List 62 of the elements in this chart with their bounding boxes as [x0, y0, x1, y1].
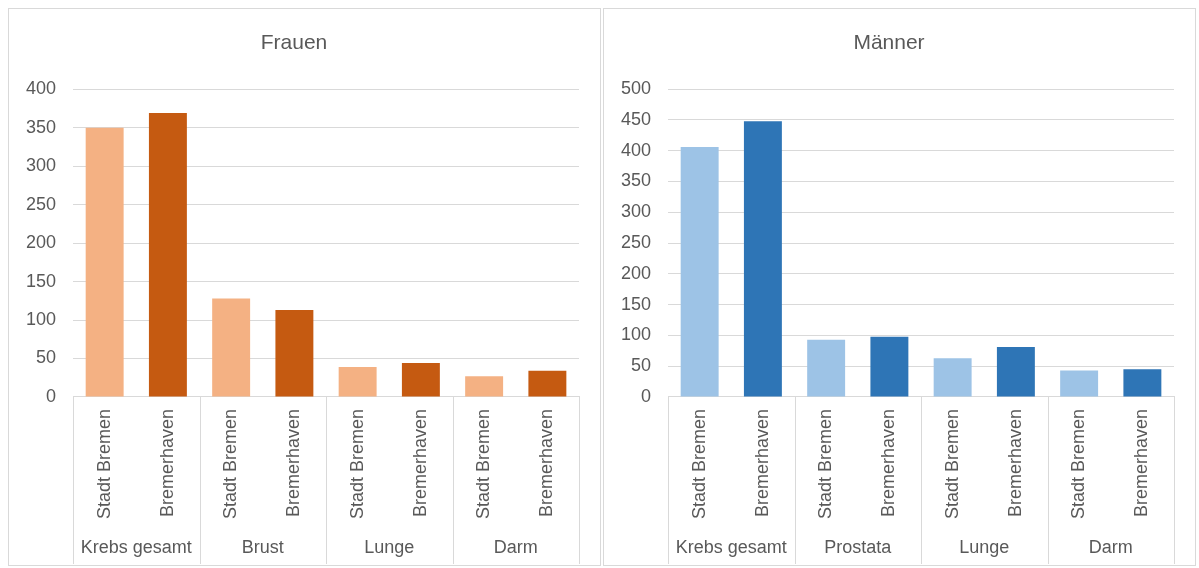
y-tick-label: 0: [46, 385, 57, 406]
x-tick-label: Bremerhaven: [156, 408, 177, 518]
y-tick-label: 200: [620, 262, 652, 283]
text: Darm: [1088, 536, 1133, 557]
bar: [933, 358, 972, 397]
bar: [743, 121, 782, 397]
text: Lunge: [959, 536, 1010, 557]
x-tick-label: Bremerhaven: [536, 408, 557, 518]
bar: [465, 376, 504, 397]
x-tick-label: Stadt Bremen: [346, 408, 367, 520]
bar: [680, 147, 719, 397]
y-tick-label: 450: [620, 108, 652, 129]
bar: [1060, 370, 1099, 397]
chart-title: Männer: [853, 30, 925, 54]
y-tick-label: 400: [620, 139, 652, 160]
y-tick-label: 250: [620, 232, 652, 253]
y-tick-label: 500: [620, 78, 652, 99]
x-tick-label: Stadt Bremen: [473, 408, 494, 520]
bar: [212, 298, 251, 397]
x-tick-label: Bremerhaven: [751, 408, 772, 518]
y-tick-label: 200: [25, 232, 57, 253]
bar: [996, 347, 1035, 397]
y-tick-label: 50: [36, 347, 57, 368]
x-tick-label: Bremerhaven: [283, 408, 304, 518]
bar: [528, 370, 567, 397]
x-tick-label: Stadt Bremen: [688, 408, 709, 520]
y-tick-label: 150: [25, 270, 57, 291]
y-tick-label: 300: [620, 201, 652, 222]
chart-title: Frauen: [260, 30, 328, 54]
y-tick-label: 350: [25, 116, 57, 137]
bar: [338, 366, 377, 397]
bar: [870, 336, 909, 397]
y-tick-label: 150: [620, 293, 652, 314]
bar: [148, 113, 187, 397]
bar: [1123, 369, 1162, 397]
text: Prostata: [824, 536, 893, 557]
x-tick-label: Bremerhaven: [1131, 408, 1152, 518]
text: Darm: [493, 536, 538, 557]
text: Brust: [241, 536, 284, 557]
bar: [807, 339, 846, 397]
bar: [275, 310, 314, 397]
y-tick-label: 350: [620, 170, 652, 191]
y-tick-label: 0: [641, 385, 652, 406]
y-tick-label: 100: [25, 308, 57, 329]
x-tick-label: Stadt Bremen: [815, 408, 836, 520]
text: Krebs gesamt: [675, 536, 787, 557]
text: Lunge: [364, 536, 415, 557]
x-tick-label: Bremerhaven: [1004, 408, 1025, 518]
x-tick-label: Stadt Bremen: [941, 408, 962, 520]
x-tick-label: Bremerhaven: [878, 408, 899, 518]
bar: [401, 363, 440, 397]
x-tick-label: Bremerhaven: [409, 408, 430, 518]
y-tick-label: 300: [25, 155, 57, 176]
y-tick-label: 250: [25, 193, 57, 214]
x-tick-label: Stadt Bremen: [1068, 408, 1089, 520]
bar: [85, 127, 124, 397]
text: Krebs gesamt: [80, 536, 192, 557]
y-tick-label: 100: [620, 324, 652, 345]
y-tick-label: 400: [25, 78, 57, 99]
x-tick-label: Stadt Bremen: [220, 408, 241, 520]
y-tick-label: 50: [631, 355, 652, 376]
x-tick-label: Stadt Bremen: [93, 408, 114, 520]
